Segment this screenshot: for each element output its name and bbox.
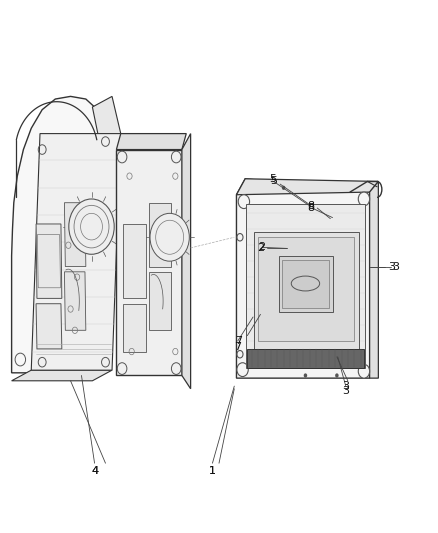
- Circle shape: [304, 373, 307, 377]
- Polygon shape: [182, 134, 191, 389]
- Text: 7: 7: [234, 342, 241, 352]
- Polygon shape: [237, 179, 370, 378]
- Circle shape: [358, 365, 370, 378]
- Polygon shape: [64, 272, 86, 330]
- Polygon shape: [258, 237, 354, 341]
- Text: 3: 3: [342, 381, 349, 391]
- Polygon shape: [31, 134, 121, 370]
- Circle shape: [237, 363, 248, 376]
- Polygon shape: [117, 134, 186, 150]
- Polygon shape: [149, 203, 171, 266]
- Polygon shape: [123, 304, 146, 352]
- Text: 1: 1: [209, 466, 216, 476]
- Text: 5: 5: [270, 176, 277, 187]
- Circle shape: [282, 185, 286, 190]
- Text: 4: 4: [91, 466, 98, 476]
- Text: 3: 3: [392, 262, 399, 271]
- Polygon shape: [12, 96, 101, 373]
- Text: 3: 3: [388, 262, 395, 271]
- Text: 2: 2: [258, 242, 265, 252]
- Circle shape: [69, 199, 114, 254]
- Polygon shape: [254, 232, 359, 349]
- Text: 3: 3: [342, 386, 349, 397]
- Polygon shape: [247, 349, 364, 368]
- Circle shape: [358, 192, 370, 206]
- Circle shape: [150, 213, 189, 261]
- Text: 7: 7: [235, 336, 242, 346]
- Polygon shape: [123, 224, 146, 298]
- Polygon shape: [149, 272, 171, 330]
- Circle shape: [335, 373, 339, 377]
- Polygon shape: [92, 96, 121, 150]
- Polygon shape: [370, 181, 378, 378]
- Polygon shape: [36, 304, 62, 349]
- Polygon shape: [117, 150, 182, 375]
- Polygon shape: [279, 256, 332, 312]
- Circle shape: [238, 195, 250, 208]
- Polygon shape: [283, 260, 329, 308]
- Text: 8: 8: [307, 203, 314, 213]
- Text: 4: 4: [91, 466, 98, 476]
- Polygon shape: [237, 179, 378, 195]
- Polygon shape: [36, 224, 62, 298]
- Polygon shape: [246, 204, 365, 368]
- Text: 1: 1: [209, 466, 216, 476]
- Polygon shape: [64, 203, 86, 266]
- Text: 8: 8: [307, 201, 314, 212]
- Text: 2: 2: [257, 243, 264, 253]
- Text: 5: 5: [269, 174, 276, 184]
- Polygon shape: [12, 370, 112, 381]
